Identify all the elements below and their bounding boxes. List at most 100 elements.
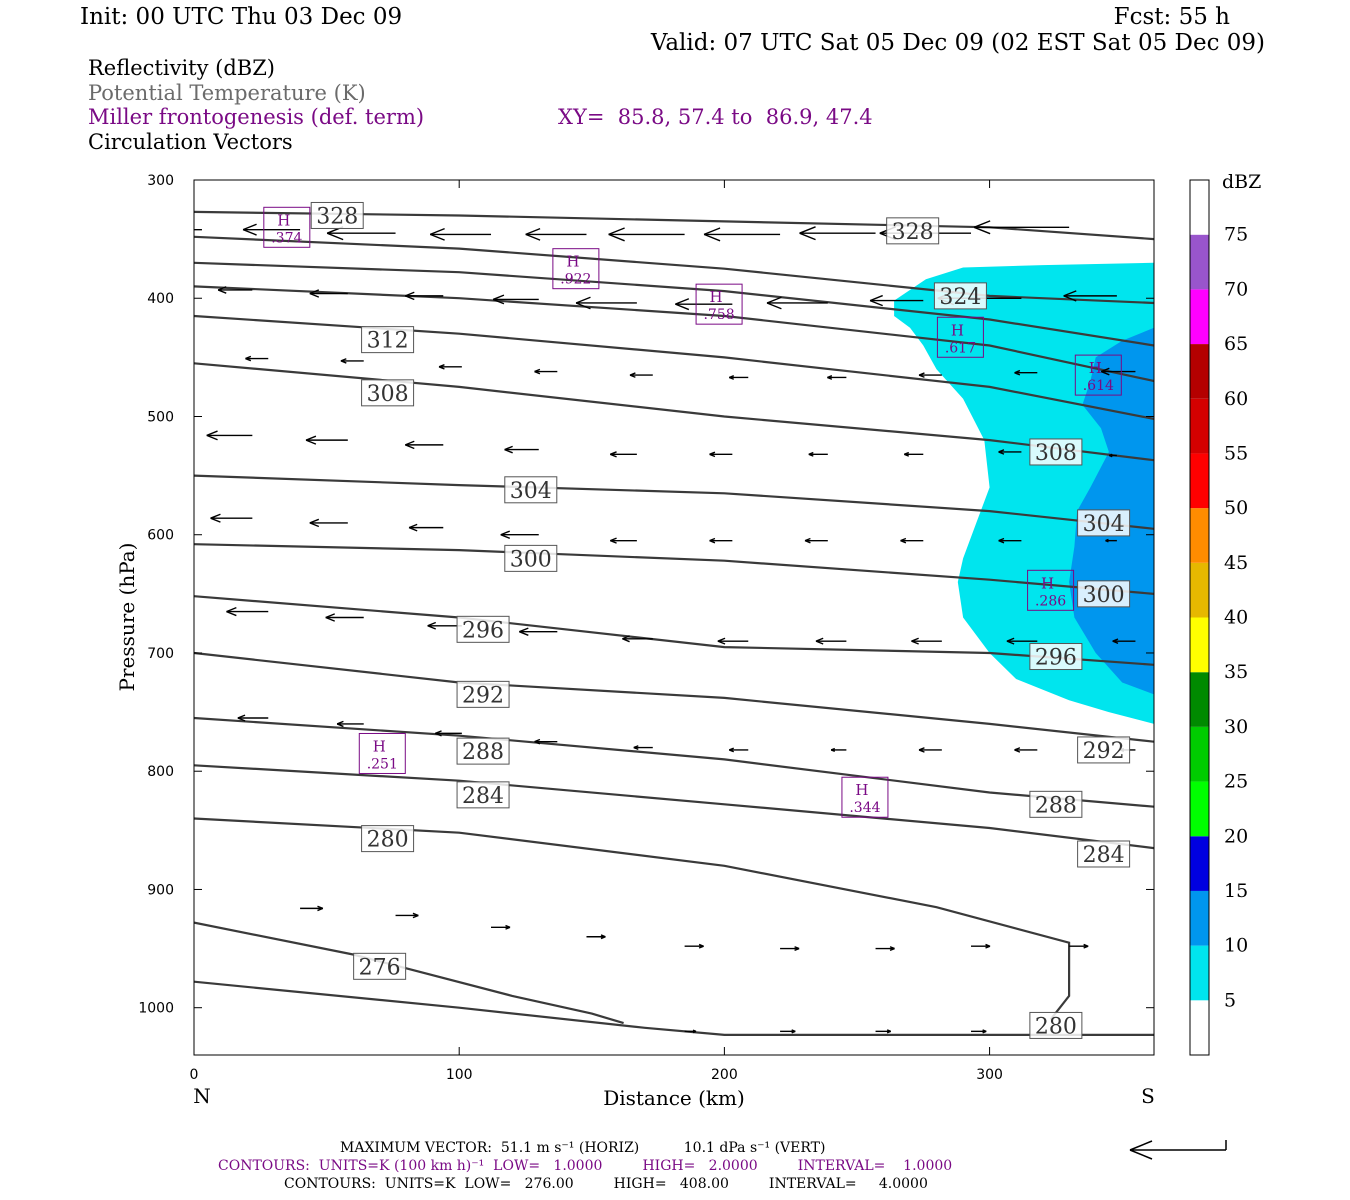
theta-label-text: 300	[1083, 583, 1125, 608]
vector-head	[815, 637, 824, 642]
vector-head	[504, 445, 513, 451]
circulation-vector	[998, 537, 1022, 544]
vector-head	[886, 1030, 892, 1034]
vector-head	[728, 376, 735, 380]
fronto-h-label: H	[277, 211, 290, 229]
plot-frame	[193, 179, 1155, 1056]
vector-head	[492, 294, 505, 301]
theta-label: 328	[310, 201, 364, 229]
theta-label-box	[1077, 736, 1131, 764]
colorbar-label: 70	[1224, 278, 1248, 300]
vector-head	[608, 227, 625, 236]
vector-head	[429, 227, 445, 236]
vector-head	[794, 947, 800, 952]
colorbar-segment	[1190, 508, 1209, 563]
vector-head	[305, 435, 317, 441]
fronto-value: .758	[703, 307, 734, 323]
theta-contour-328	[194, 210, 1154, 241]
circulation-vector	[300, 905, 324, 912]
circulation-vector	[875, 1029, 892, 1034]
vector-head	[717, 637, 726, 642]
theta-label-text: 308	[367, 382, 409, 407]
vector-head	[766, 296, 782, 304]
theta-label: 276	[353, 952, 407, 980]
vector-head	[412, 914, 419, 919]
fronto-maximum: H.374	[263, 206, 311, 248]
circulation-vector	[675, 298, 733, 311]
theta-contour-304	[194, 474, 1154, 530]
colorbar-segment	[1190, 672, 1209, 727]
vector-head	[911, 640, 919, 645]
theta-label-box	[1077, 840, 1131, 868]
theta-label-text: 308	[1035, 441, 1077, 466]
vector-head	[703, 233, 721, 242]
y-tick-label: 600	[147, 528, 174, 544]
colorbar-segment	[1190, 781, 1209, 837]
circulation-vector	[918, 747, 942, 753]
theta-label-box	[456, 781, 510, 809]
circulation-vector	[780, 946, 800, 952]
theta-label: 300	[504, 544, 558, 572]
circulation-vector	[808, 451, 828, 457]
theta-contour-276	[194, 921, 624, 1025]
vector-head	[427, 625, 437, 630]
theta-label-box	[456, 737, 510, 765]
colorbar-segment	[1190, 289, 1209, 345]
vector-head	[500, 534, 511, 539]
theta-label: 288	[1029, 790, 1083, 818]
theta-label-box	[361, 825, 415, 853]
theta-label-text: 324	[939, 285, 981, 310]
y-tick-label: 1000	[138, 1001, 174, 1017]
x-end-label-north: N	[193, 1084, 211, 1108]
y-tick-label: 700	[147, 646, 174, 662]
circulation-vector	[1069, 943, 1089, 949]
circulation-vector	[728, 747, 749, 753]
theta-label-text: 292	[462, 683, 504, 708]
vector-head	[504, 448, 513, 454]
vector-head	[408, 523, 418, 529]
theta-contour-320	[194, 261, 1154, 347]
colorbar-label: 15	[1224, 880, 1248, 902]
vector-head	[869, 299, 883, 307]
fronto-box	[695, 283, 743, 325]
circulation-vector	[780, 1029, 796, 1034]
theta-contour-284	[194, 764, 1154, 850]
vector-head	[1100, 370, 1110, 376]
theta-label-text: 288	[1035, 793, 1077, 818]
theta-label-text: 284	[462, 784, 504, 809]
fronto-box	[552, 248, 600, 290]
vector-head	[336, 720, 344, 725]
circulation-vector	[340, 358, 364, 364]
theta-label: 284	[456, 781, 510, 809]
theta-contour-292	[194, 651, 1154, 743]
theta-label-box	[310, 201, 364, 229]
vector-head	[405, 444, 415, 450]
colorbar-label: 35	[1224, 661, 1248, 683]
vector-head	[408, 526, 418, 532]
vector-head	[118, 223, 134, 229]
theta-label-box	[456, 615, 510, 643]
theta-label-text: 284	[1083, 843, 1125, 868]
vector-head	[242, 229, 257, 236]
colorbar-segment	[1190, 1000, 1209, 1055]
vector-head	[500, 530, 511, 536]
vector-head	[325, 616, 335, 622]
theta-label-box	[353, 952, 407, 980]
circulation-vector	[491, 924, 511, 930]
forecast-hour-label: Fcst: 55 h	[1113, 4, 1230, 30]
circulation-vector	[586, 934, 606, 940]
theta-label-box	[1029, 643, 1083, 671]
circulation-vector	[709, 537, 733, 544]
fronto-maximum: H.614	[1074, 354, 1122, 396]
circulation-vector	[534, 738, 558, 745]
theta-label: 280	[1029, 1011, 1083, 1039]
max-vector-note: MAXIMUM VECTOR: 51.1 m s⁻¹ (HORIZ) 10.1 …	[340, 1140, 826, 1156]
vector-head	[305, 439, 317, 445]
fronto-value: .374	[271, 230, 302, 246]
circulation-vector	[434, 730, 462, 737]
vector-head	[210, 517, 221, 523]
theta-label: 292	[456, 680, 510, 708]
theta-label: 296	[456, 615, 510, 643]
theta-label-text: 288	[462, 740, 504, 765]
circulation-vector	[703, 227, 781, 242]
